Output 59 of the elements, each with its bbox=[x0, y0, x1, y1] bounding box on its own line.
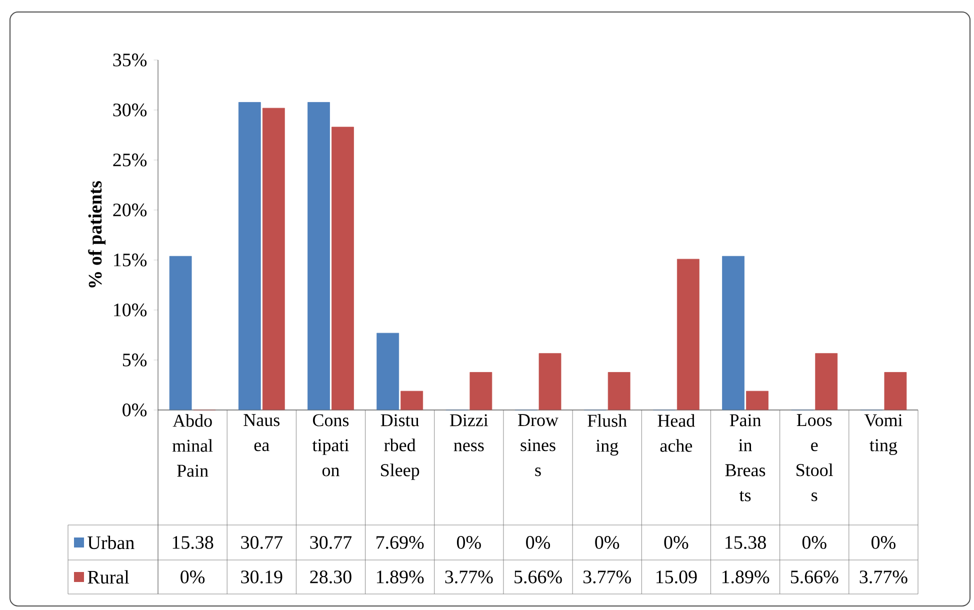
data-label: 0% bbox=[872, 536, 896, 549]
y-tick-label: 25% bbox=[113, 154, 147, 166]
bar bbox=[722, 256, 744, 410]
x-tick-label: Vomi ting bbox=[864, 414, 902, 455]
bar bbox=[376, 332, 400, 410]
bar bbox=[470, 372, 492, 410]
bar bbox=[262, 108, 285, 410]
y-tick-label: 35% bbox=[113, 54, 147, 66]
data-label: 30.19 bbox=[241, 570, 282, 584]
x-tick-label: Drow sines s bbox=[518, 414, 558, 476]
bar bbox=[815, 353, 838, 410]
data-label: 5.66% bbox=[790, 570, 838, 584]
x-tick-label: Distu rbed Sleep bbox=[380, 414, 420, 480]
data-label: 0% bbox=[456, 536, 481, 549]
x-tick-label: Head ache bbox=[658, 414, 695, 452]
y-tick-label: 10% bbox=[114, 304, 147, 316]
bar bbox=[884, 372, 907, 410]
data-label: 1.89% bbox=[722, 570, 770, 584]
bar bbox=[608, 372, 630, 410]
x-tick-label: Loos e Stool s bbox=[796, 414, 834, 502]
data-label: 0% bbox=[802, 536, 826, 549]
data-label: 30.77 bbox=[310, 536, 352, 549]
bar bbox=[746, 390, 768, 410]
data-label: 0% bbox=[664, 536, 688, 549]
data-label: 3.77% bbox=[445, 570, 493, 584]
bar bbox=[400, 390, 424, 410]
data-label: 5.66% bbox=[514, 570, 562, 584]
y-tick-label: 5% bbox=[122, 354, 147, 366]
y-tick-label: 0% bbox=[122, 404, 147, 416]
bar bbox=[676, 258, 700, 410]
bar bbox=[308, 102, 330, 410]
x-tick-label: Cons tipati on bbox=[312, 414, 349, 476]
data-label: 0% bbox=[180, 570, 205, 584]
data-label: 28.30 bbox=[310, 570, 352, 584]
data-label: 15.38 bbox=[726, 536, 766, 549]
bar bbox=[169, 256, 192, 410]
x-tick-label: Flush ing bbox=[588, 414, 627, 456]
data-label: 0% bbox=[526, 536, 550, 549]
data-label: 15.09 bbox=[656, 570, 697, 584]
data-label: 0% bbox=[595, 536, 620, 549]
data-label: 15.38 bbox=[172, 536, 214, 549]
x-tick-label: Naus ea bbox=[244, 414, 280, 452]
data-label: 30.77 bbox=[241, 536, 282, 549]
y-axis-title: % of patients bbox=[88, 181, 106, 288]
data-label: 3.77% bbox=[583, 570, 631, 584]
bar bbox=[332, 126, 354, 410]
bar bbox=[238, 102, 261, 410]
legend-label: Urban bbox=[88, 536, 134, 550]
data-label: 3.77% bbox=[860, 570, 908, 584]
x-tick-label: Pain in Breas ts bbox=[725, 414, 766, 502]
data-label: 7.69% bbox=[376, 536, 424, 549]
x-tick-label: Abdo minal Pain bbox=[172, 414, 213, 477]
bar bbox=[538, 353, 562, 410]
y-tick-label: 15% bbox=[114, 254, 147, 266]
y-tick-label: 20% bbox=[113, 204, 147, 216]
data-label: 1.89% bbox=[376, 570, 424, 584]
x-tick-label: Dizzi ness bbox=[450, 414, 488, 452]
y-tick-label: 30% bbox=[113, 104, 147, 116]
legend-label: Rural bbox=[88, 570, 130, 584]
